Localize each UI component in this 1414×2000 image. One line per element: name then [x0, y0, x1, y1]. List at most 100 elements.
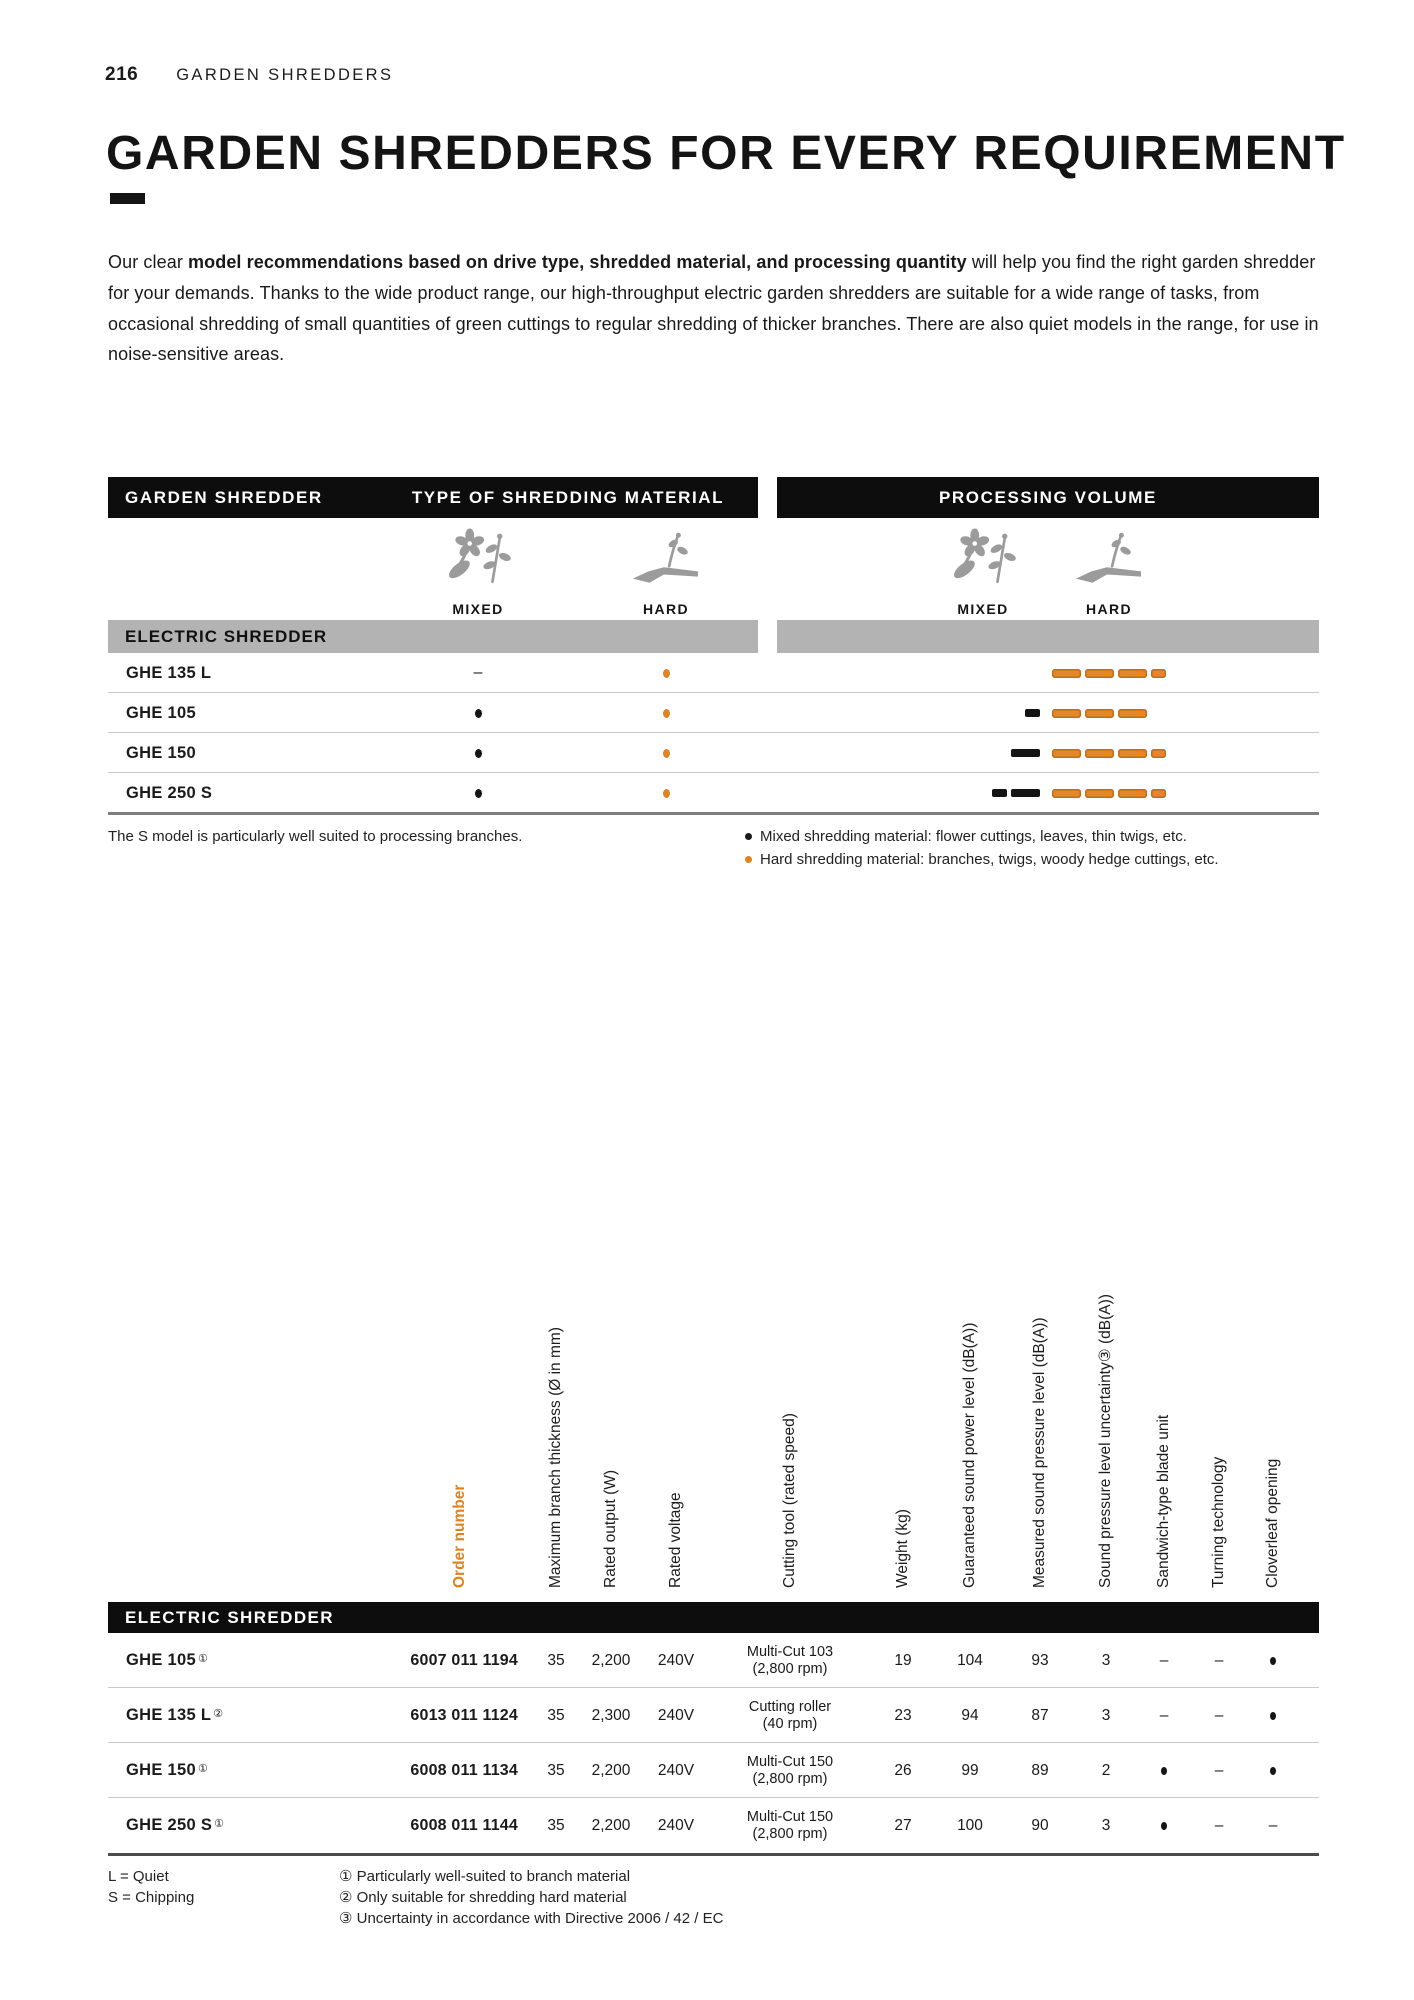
row-divider	[108, 1797, 1319, 1798]
rated-voltage-value: 240V	[657, 1706, 695, 1724]
order-number: 6007 011 1194	[410, 1651, 518, 1669]
hard-label: HARD	[642, 601, 690, 617]
order-number: 6008 011 1134	[410, 1761, 518, 1779]
mixed-material-icon	[441, 528, 515, 590]
legend-item: Mixed shredding material: flower cutting…	[745, 825, 1219, 848]
row-divider	[108, 1742, 1319, 1743]
max-branch-value: 35	[547, 1651, 565, 1669]
intro-paragraph: Our clear model recommendations based on…	[108, 247, 1320, 370]
cutting-tool-value: Cutting roller (40 rpm)	[748, 1698, 832, 1732]
rated-output-value: 2,200	[591, 1816, 631, 1834]
uncertainty-value: 3	[1101, 1651, 1111, 1669]
row-divider	[108, 732, 1319, 733]
col-garden-shredder: GARDEN SHREDDER	[125, 487, 323, 507]
intro-bold-text: model recommendations based on drive typ…	[188, 252, 967, 272]
sandwich-blade-flag: –	[1159, 1706, 1169, 1724]
model-name: GHE 105 ①	[126, 1651, 209, 1669]
mixed-label: MIXED	[957, 601, 1009, 617]
table-note: The S model is particularly well suited …	[108, 828, 523, 845]
row-divider	[108, 1687, 1319, 1688]
mixed-suitability: –	[473, 664, 483, 681]
rated-output-value: 2,200	[591, 1651, 631, 1669]
group-bar-electric-shredder: ELECTRIC SHREDDER	[108, 620, 758, 653]
hard-material-icon	[1072, 528, 1146, 590]
running-head: 216 GARDEN SHREDDERS	[105, 64, 393, 86]
cloverleaf-flag	[1243, 1743, 1303, 1798]
table-row: GHE 135 L –	[108, 653, 1319, 693]
sandwich-blade-flag	[1134, 1743, 1194, 1798]
row-divider	[108, 772, 1319, 773]
order-number: 6013 011 1124	[410, 1706, 518, 1724]
sandwich-blade-flag	[1134, 1798, 1194, 1853]
col-type-of-material: TYPE OF SHREDDING MATERIAL	[411, 487, 725, 507]
guaranteed-sound-value: 100	[957, 1816, 983, 1834]
model-name: GHE 150 ①	[126, 1761, 209, 1779]
model-name: GHE 150	[126, 743, 196, 762]
measured-sound-value: 90	[1031, 1816, 1049, 1834]
mixed-label: MIXED	[452, 601, 504, 617]
volume-bars-hard	[1052, 733, 1166, 773]
rated-output-value: 2,300	[591, 1706, 631, 1724]
max-branch-value: 35	[547, 1706, 565, 1724]
group-label: ELECTRIC SHREDDER	[125, 626, 328, 646]
model-name: GHE 135 L	[126, 663, 212, 682]
cloverleaf-flag	[1243, 1633, 1303, 1688]
order-number: 6008 011 1144	[410, 1816, 518, 1834]
legend-line: L = Quiet	[108, 1868, 169, 1885]
hard-label: HARD	[1085, 601, 1133, 617]
guaranteed-sound-value: 99	[961, 1761, 979, 1779]
row-divider	[108, 692, 1319, 693]
footnote-mark: ①	[197, 1653, 209, 1665]
model-name: GHE 250 S	[126, 783, 213, 802]
uncertainty-value: 3	[1101, 1816, 1111, 1834]
footnote-mark: ①	[197, 1763, 209, 1775]
intro-text-continued: will help you find the right garden shre…	[108, 252, 1319, 365]
hard-suitability	[646, 653, 686, 693]
group-label: ELECTRIC SHREDDER	[125, 1607, 334, 1627]
rated-output-value: 2,200	[591, 1761, 631, 1779]
max-branch-value: 35	[547, 1761, 565, 1779]
table-row: GHE 105	[108, 693, 1319, 733]
numbered-footnotes: ① Particularly well-suited to branch mat…	[339, 1866, 723, 1929]
mixed-suitability	[458, 693, 498, 733]
guaranteed-sound-value: 104	[957, 1651, 983, 1669]
footnote: ① Particularly well-suited to branch mat…	[339, 1868, 631, 1885]
table-bottom-rule	[108, 812, 1319, 815]
hard-material-icon	[629, 528, 703, 590]
footnote: ③ Uncertainty in accordance with Directi…	[339, 1910, 724, 1927]
model-letter-legend: L = Quiet S = Chipping	[108, 1866, 194, 1908]
measured-sound-value: 93	[1031, 1651, 1049, 1669]
volume-bars-mixed	[928, 693, 1040, 733]
sandwich-blade-flag: –	[1159, 1651, 1169, 1669]
volume-bars-hard	[1052, 693, 1147, 733]
mixed-material-icon	[946, 528, 1020, 590]
table-row: GHE 250 S	[108, 773, 1319, 813]
guaranteed-sound-value: 94	[961, 1706, 979, 1724]
mixed-suitability	[458, 733, 498, 773]
col-processing-volume: PROCESSING VOLUME	[938, 487, 1157, 507]
legend-text: Hard shredding material: branches, twigs…	[760, 851, 1219, 868]
uncertainty-value: 3	[1101, 1706, 1111, 1724]
cutting-tool-value: Multi-Cut 150 (2,800 rpm)	[746, 1753, 834, 1787]
intro-text: Our clear	[108, 252, 189, 272]
table-row: GHE 150	[108, 733, 1319, 773]
turning-tech-flag: –	[1214, 1651, 1224, 1669]
table-row: GHE 105 ① 6007 011 1194 35 2,200 240V Mul…	[108, 1633, 1319, 1688]
rated-voltage-value: 240V	[657, 1761, 695, 1779]
volume-bars-hard	[1052, 653, 1166, 693]
mixed-suitability	[458, 773, 498, 813]
selector-header-bar-right: PROCESSING VOLUME	[777, 477, 1319, 518]
volume-bars-hard	[1052, 773, 1166, 813]
hard-suitability	[646, 693, 686, 733]
black-dot-icon	[745, 833, 752, 840]
hard-suitability	[646, 733, 686, 773]
volume-bars-mixed	[928, 733, 1040, 773]
max-branch-value: 35	[547, 1816, 565, 1834]
orange-dot-icon	[745, 856, 752, 863]
measured-sound-value: 87	[1031, 1706, 1049, 1724]
model-name: GHE 105	[126, 703, 196, 722]
